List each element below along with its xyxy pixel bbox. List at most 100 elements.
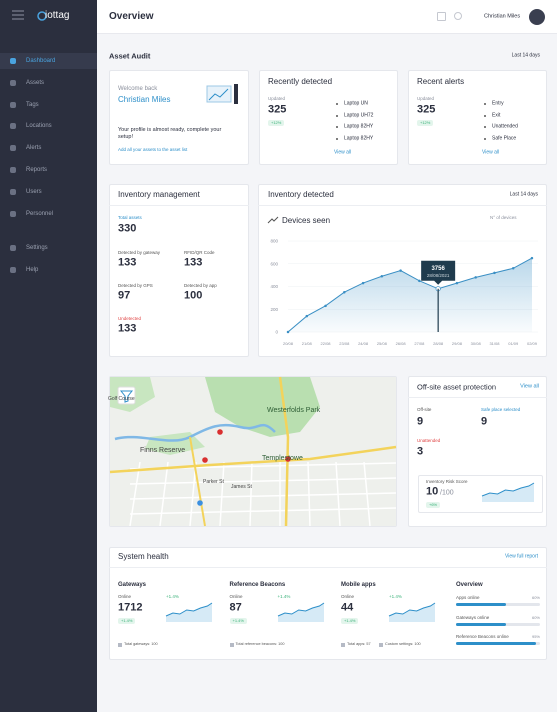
chart-title: Devices seen bbox=[282, 216, 331, 225]
list-item: Unattended bbox=[492, 123, 518, 130]
sparkline-fill bbox=[277, 603, 324, 622]
bullet bbox=[336, 103, 338, 105]
detected-card bbox=[258, 184, 547, 357]
marker bbox=[197, 500, 203, 506]
text: +1.4% bbox=[389, 593, 402, 599]
text: Inventory Risk Score bbox=[426, 478, 468, 484]
change-badge: +1.4% bbox=[118, 618, 136, 624]
text: +1.4% bbox=[277, 593, 291, 599]
group-value: 87 bbox=[229, 601, 242, 614]
sparkline-fill bbox=[482, 483, 534, 502]
brand-name: iottag bbox=[45, 10, 70, 21]
group-value: 44 bbox=[341, 601, 354, 614]
illustration bbox=[206, 84, 238, 104]
bullet bbox=[336, 114, 338, 117]
text: Detected by GPS bbox=[118, 282, 153, 288]
footer-icon bbox=[379, 643, 383, 647]
link[interactable]: View full report bbox=[505, 553, 538, 560]
avatar[interactable] bbox=[529, 9, 545, 25]
stat-value: 3 bbox=[417, 445, 424, 458]
text: 95% bbox=[531, 634, 540, 639]
marker bbox=[217, 429, 223, 435]
text: Off-site bbox=[417, 406, 432, 412]
text: Updated bbox=[268, 95, 286, 101]
section-title[interactable]: Asset Audit bbox=[109, 51, 151, 61]
period-select[interactable]: Last 14 days bbox=[509, 191, 538, 198]
link[interactable]: Add all your assets to the asset list bbox=[118, 146, 188, 152]
active-item bbox=[0, 53, 97, 69]
highway bbox=[189, 436, 206, 527]
bullet bbox=[336, 126, 338, 129]
nav-icon bbox=[10, 188, 16, 195]
stat-value: 9 bbox=[481, 415, 488, 428]
nav-item[interactable]: Settings bbox=[26, 245, 48, 251]
text: Undetected bbox=[118, 315, 142, 321]
text: Online bbox=[118, 593, 132, 599]
nav-icon bbox=[10, 245, 16, 251]
bar bbox=[456, 642, 536, 645]
bullet bbox=[484, 138, 486, 141]
trend bbox=[267, 216, 279, 224]
street bbox=[307, 461, 311, 527]
change-badge: +12% bbox=[268, 120, 285, 126]
map: Westerfolds Park Templestowe Finns Reserve… bbox=[108, 376, 397, 527]
user-name[interactable]: Christian Miles bbox=[484, 13, 521, 20]
change-badge: +1.4% bbox=[229, 618, 247, 624]
inventory-card bbox=[109, 184, 249, 357]
stat-value: 330 bbox=[118, 222, 137, 235]
nav-item[interactable]: Tags bbox=[26, 101, 39, 108]
page-title: Overview bbox=[109, 11, 154, 22]
map-label: Templestowe bbox=[262, 455, 303, 462]
nav-item[interactable]: Reports bbox=[26, 167, 48, 173]
nav-item[interactable]: Personnel bbox=[26, 210, 54, 217]
text: Detected by app bbox=[184, 282, 217, 288]
text: Updated bbox=[417, 95, 435, 101]
text: RFID/QR Code bbox=[184, 249, 215, 255]
group-name: Gateways bbox=[118, 582, 147, 588]
text: Unattended bbox=[417, 437, 441, 443]
link[interactable]: View all bbox=[482, 149, 500, 156]
sparkline bbox=[388, 602, 436, 622]
nav-item[interactable]: Locations bbox=[26, 123, 52, 130]
sparkline-fill bbox=[389, 603, 435, 622]
legend: N° of devices bbox=[490, 214, 517, 220]
trend-icon bbox=[267, 216, 279, 224]
link[interactable]: View all bbox=[520, 383, 539, 390]
text: Total gateways: 100 bbox=[124, 642, 158, 647]
link[interactable]: View all bbox=[334, 149, 352, 156]
top-bar bbox=[97, 0, 557, 34]
card-title: Recently detected bbox=[268, 77, 333, 86]
footer-icon bbox=[341, 643, 345, 647]
board bbox=[206, 85, 232, 103]
nav-item[interactable]: Users bbox=[26, 188, 42, 195]
map-label: Westerfolds Park bbox=[267, 407, 321, 414]
sparkline bbox=[165, 602, 213, 622]
text: Welcome back bbox=[118, 86, 158, 92]
street bbox=[159, 461, 169, 527]
sparkline-line bbox=[277, 602, 324, 617]
bullet bbox=[336, 138, 338, 141]
bullet bbox=[484, 126, 486, 129]
text: Detected by gateway bbox=[118, 249, 161, 255]
text: Online bbox=[229, 593, 243, 599]
sparkline bbox=[277, 602, 324, 622]
text: Custom settings: 100 bbox=[385, 642, 421, 647]
nav-item[interactable]: Dashboard bbox=[26, 58, 56, 64]
nav-icon bbox=[10, 167, 16, 173]
group-value: 1712 bbox=[118, 601, 143, 614]
change-badge: +12% bbox=[417, 120, 434, 126]
nav-item[interactable]: Help bbox=[26, 267, 39, 273]
period-select[interactable]: Last 14 days bbox=[511, 52, 540, 59]
header-icon bbox=[454, 12, 462, 20]
card-title: Recent alerts bbox=[417, 77, 465, 86]
street bbox=[129, 461, 141, 527]
list-item: Exit bbox=[492, 112, 501, 119]
text: Total assets bbox=[118, 214, 142, 220]
list-item: Safe Place bbox=[492, 135, 517, 142]
nav-item[interactable]: Alerts bbox=[26, 145, 42, 152]
park bbox=[205, 377, 320, 437]
sparkline-line bbox=[388, 602, 436, 617]
divider bbox=[109, 567, 547, 568]
nav-item[interactable]: Assets bbox=[26, 79, 45, 86]
